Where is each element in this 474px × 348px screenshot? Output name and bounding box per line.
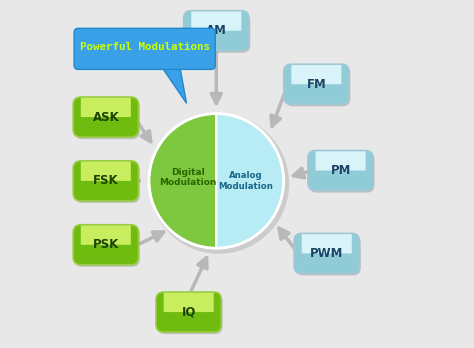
FancyBboxPatch shape: [73, 97, 138, 137]
FancyBboxPatch shape: [183, 11, 249, 51]
FancyBboxPatch shape: [73, 161, 138, 201]
Text: AM: AM: [206, 24, 227, 37]
Text: Powerful Modulations: Powerful Modulations: [80, 42, 210, 52]
FancyBboxPatch shape: [316, 151, 365, 171]
Text: ASK: ASK: [92, 111, 119, 124]
Polygon shape: [161, 65, 186, 103]
FancyBboxPatch shape: [74, 28, 215, 69]
FancyBboxPatch shape: [157, 294, 223, 334]
FancyBboxPatch shape: [81, 161, 131, 181]
FancyBboxPatch shape: [74, 163, 140, 203]
Text: Analog
Modulation: Analog Modulation: [219, 171, 273, 191]
FancyBboxPatch shape: [308, 151, 373, 191]
Text: FM: FM: [307, 78, 326, 91]
FancyBboxPatch shape: [285, 66, 350, 106]
FancyBboxPatch shape: [292, 64, 341, 84]
Text: PSK: PSK: [93, 238, 119, 251]
Wedge shape: [216, 113, 283, 248]
Text: FSK: FSK: [93, 174, 118, 188]
FancyBboxPatch shape: [294, 234, 359, 274]
FancyBboxPatch shape: [185, 13, 250, 53]
FancyBboxPatch shape: [156, 292, 221, 332]
FancyBboxPatch shape: [164, 292, 214, 312]
FancyBboxPatch shape: [81, 225, 131, 245]
FancyBboxPatch shape: [295, 236, 361, 276]
FancyBboxPatch shape: [302, 234, 352, 253]
FancyBboxPatch shape: [191, 11, 241, 31]
Text: IQ: IQ: [182, 306, 196, 318]
Wedge shape: [149, 113, 216, 248]
FancyBboxPatch shape: [74, 227, 140, 267]
Text: PWM: PWM: [310, 247, 344, 260]
FancyBboxPatch shape: [310, 152, 374, 193]
Text: Digital
Modulation: Digital Modulation: [159, 168, 217, 187]
FancyBboxPatch shape: [74, 99, 140, 139]
FancyBboxPatch shape: [81, 97, 131, 117]
FancyBboxPatch shape: [284, 64, 349, 104]
Text: PM: PM: [330, 164, 351, 177]
Circle shape: [149, 113, 289, 254]
FancyBboxPatch shape: [73, 225, 138, 265]
